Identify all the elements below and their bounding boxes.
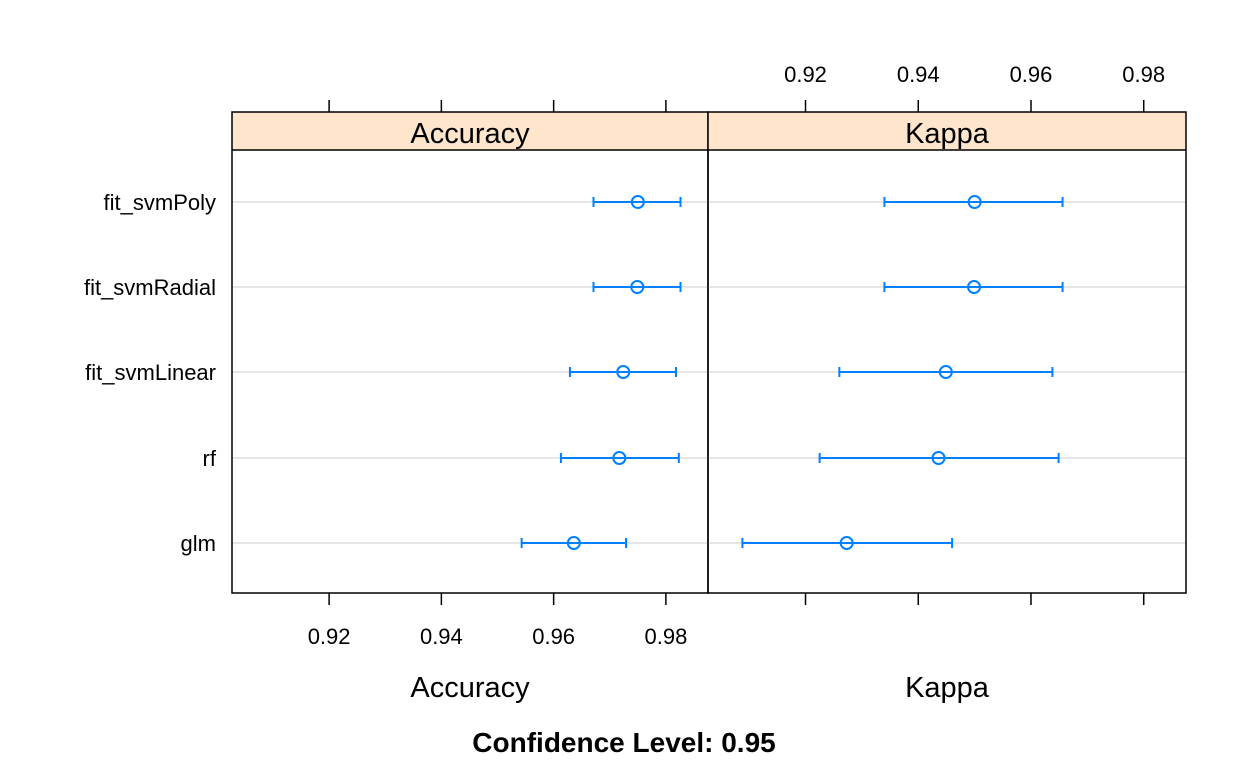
- category-label-rf: rf: [203, 446, 217, 471]
- category-label-fit-svmradial: fit_svmRadial: [84, 275, 216, 300]
- accuracy-glm-point: [566, 536, 581, 550]
- category-label-fit-svmlinear: fit_svmLinear: [85, 360, 216, 385]
- accuracy-panel-frame: [231, 111, 709, 594]
- accuracy-tick-label-2: 0.94: [420, 624, 463, 649]
- kappa-tick-label-3: 0.96: [1010, 62, 1053, 87]
- kappa-panel-frame: [707, 111, 1187, 594]
- accuracy-rf-point: [612, 451, 627, 465]
- accuracy-fit-svmradial-point: [630, 280, 645, 294]
- accuracy-fit-svmpoly-point: [630, 195, 645, 209]
- kappa-tick-label-1: 0.92: [784, 62, 827, 87]
- accuracy-tick-label-1: 0.92: [308, 624, 351, 649]
- accuracy-strip-label: Accuracy: [410, 118, 530, 150]
- kappa-fit-svmlinear-point: [938, 365, 953, 379]
- accuracy-fit-svmlinear-point: [616, 365, 631, 379]
- kappa-glm-point: [839, 536, 854, 550]
- kappa-fit-svmpoly-point: [967, 195, 982, 209]
- kappa-strip-label: Kappa: [905, 118, 990, 150]
- accuracy-strip: [232, 112, 708, 150]
- accuracy-tick-label-4: 0.98: [644, 624, 687, 649]
- kappa-strip: [708, 112, 1186, 150]
- kappa-fit-svmradial-point: [967, 280, 982, 294]
- kappa-axis-title: Kappa: [905, 672, 990, 704]
- caption: Confidence Level: 0.95: [472, 727, 775, 758]
- accuracy-axis-title: Accuracy: [410, 672, 530, 704]
- kappa-rf-point: [931, 451, 946, 465]
- kappa-tick-label-2: 0.94: [897, 62, 940, 87]
- kappa-tick-label-4: 0.98: [1122, 62, 1165, 87]
- accuracy-tick-label-3: 0.96: [532, 624, 575, 649]
- category-label-fit-svmpoly: fit_svmPoly: [104, 190, 216, 215]
- category-label-glm: glm: [181, 531, 216, 556]
